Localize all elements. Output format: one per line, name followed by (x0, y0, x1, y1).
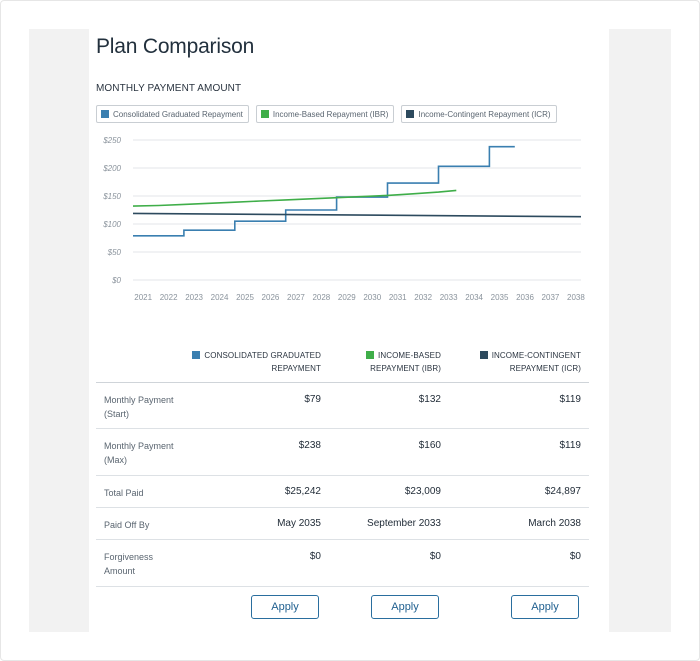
header-line1: INCOME-BASED (378, 351, 441, 360)
legend-label: Consolidated Graduated Repayment (113, 109, 243, 119)
chart-legend: Consolidated Graduated Repayment Income-… (96, 105, 557, 123)
x-tick-label: 2033 (440, 293, 458, 302)
row-label: Monthly Payment (Start) (104, 393, 174, 421)
x-tick-label: 2032 (414, 293, 432, 302)
table-row-monthly-max: Monthly Payment (Max) $238 $160 $119 (96, 429, 589, 476)
header-swatch-graduated (192, 351, 201, 359)
x-tick-label: 2029 (338, 293, 356, 302)
table-row-paid-off-by: Paid Off By May 2035 September 2033 Marc… (96, 508, 589, 540)
comparison-table: CONSOLIDATED GRADUATED REPAYMENT INCOME-… (96, 341, 589, 629)
apply-icr-button[interactable]: Apply (511, 595, 579, 619)
header-swatch-ibr (366, 351, 374, 359)
series-line-1 (132, 189, 457, 207)
table-row-monthly-start: Monthly Payment (Start) $79 $132 $119 (96, 383, 589, 429)
cell-icr: $119 (559, 440, 581, 451)
apply-ibr-button[interactable]: Apply (371, 595, 439, 619)
row-label-line1: Total Paid (104, 488, 144, 498)
row-label-line1: Paid Off By (104, 520, 150, 530)
x-tick-label: 2023 (185, 293, 203, 302)
x-tick-label: 2031 (389, 293, 407, 302)
monthly-payment-chart: $0 $50 $100 $150 $200 $250 2021 2022 2023 2024 202… (102, 136, 585, 302)
header-line1: CONSOLIDATED GRADUATED (204, 351, 321, 360)
header-graduated: CONSOLIDATED GRADUATED REPAYMENT (192, 349, 321, 375)
y-tick-label: $50 (107, 248, 122, 257)
row-label: Forgiveness Amount (104, 550, 153, 578)
cell-ibr: $23,009 (404, 486, 441, 497)
cell-icr: March 2038 (528, 518, 581, 529)
x-tick-label: 2028 (312, 293, 330, 302)
cell-ibr: $160 (418, 440, 441, 451)
legend-swatch-icr (406, 110, 415, 118)
row-label-line2: Amount (104, 566, 136, 576)
cell-ibr: $0 (429, 551, 441, 562)
x-tick-label: 2024 (211, 293, 229, 302)
x-tick-label: 2036 (516, 293, 534, 302)
cell-graduated: May 2035 (277, 518, 321, 529)
legend-label: Income-Contingent Repayment (ICR) (418, 109, 551, 119)
chart-section-label: MONTHLY PAYMENT AMOUNT (96, 83, 242, 94)
plan-comparison-card: Plan Comparison MONTHLY PAYMENT AMOUNT C… (89, 29, 609, 632)
x-tick-label: 2025 (236, 293, 254, 302)
apply-row: Apply Apply Apply (96, 587, 589, 629)
row-label: Paid Off By (104, 518, 149, 532)
x-tick-label: 2022 (160, 293, 178, 302)
row-label-line1: Monthly Payment (104, 395, 174, 405)
cell-ibr: September 2033 (367, 518, 441, 529)
x-tick-label: 2021 (134, 293, 152, 302)
y-tick-label: $150 (102, 192, 121, 201)
header-ibr: INCOME-BASED REPAYMENT (IBR) (366, 349, 441, 375)
y-tick-label: $100 (102, 220, 121, 229)
cell-icr: $24,897 (544, 486, 581, 497)
header-icr: INCOME-CONTINGENT REPAYMENT (ICR) (479, 349, 581, 375)
row-label-line1: Forgiveness (104, 552, 154, 562)
series-line-2 (132, 212, 582, 218)
table-row-forgiveness: Forgiveness Amount $0 $0 $0 (96, 540, 589, 587)
header-line2: REPAYMENT (271, 364, 321, 373)
y-tick-label: $200 (102, 164, 121, 173)
cell-icr: $119 (559, 394, 581, 405)
apply-graduated-button[interactable]: Apply (251, 595, 319, 619)
legend-item-icr[interactable]: Income-Contingent Repayment (ICR) (401, 105, 557, 123)
series-line-0 (133, 145, 515, 237)
x-tick-label: 2038 (567, 293, 585, 302)
cell-graduated: $25,242 (284, 486, 321, 497)
page-title: Plan Comparison (96, 35, 255, 58)
legend-swatch-graduated (101, 110, 109, 118)
cell-icr: $0 (569, 551, 581, 562)
header-swatch-icr (479, 351, 488, 359)
cell-ibr: $132 (418, 394, 441, 405)
row-label: Monthly Payment (Max) (104, 439, 174, 467)
legend-item-ibr[interactable]: Income-Based Repayment (IBR) (255, 105, 395, 123)
row-label-line1: Monthly Payment (104, 441, 174, 451)
row-label-line2: (Start) (104, 409, 130, 419)
header-line1: INCOME-CONTINGENT (491, 351, 581, 360)
table-header: CONSOLIDATED GRADUATED REPAYMENT INCOME-… (96, 341, 589, 383)
cell-graduated: $238 (298, 440, 321, 451)
legend-item-graduated[interactable]: Consolidated Graduated Repayment (96, 105, 249, 123)
y-tick-label: $250 (102, 136, 121, 145)
x-tick-label: 2037 (542, 293, 560, 302)
legend-label: Income-Based Repayment (IBR) (272, 109, 389, 119)
x-tick-label: 2034 (465, 293, 483, 302)
x-tick-label: 2030 (363, 293, 381, 302)
cell-graduated: $79 (304, 394, 321, 405)
legend-swatch-ibr (260, 110, 269, 118)
cell-graduated: $0 (309, 551, 321, 562)
x-tick-label: 2026 (262, 293, 280, 302)
table-row-total-paid: Total Paid $25,242 $23,009 $24,897 (96, 476, 589, 508)
header-line2: REPAYMENT (IBR) (370, 364, 441, 373)
y-tick-label: $0 (111, 276, 121, 285)
row-label-line2: (Max) (104, 455, 127, 465)
x-tick-label: 2027 (287, 293, 305, 302)
header-line2: REPAYMENT (ICR) (509, 364, 581, 373)
x-tick-label: 2035 (491, 293, 509, 302)
row-label: Total Paid (104, 486, 144, 500)
